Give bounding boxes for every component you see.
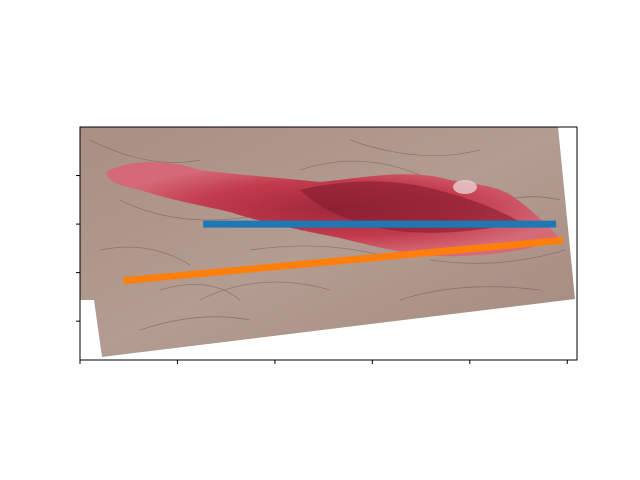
y-ticks <box>76 175 80 322</box>
axes-frame <box>79 126 578 361</box>
wound-highlight <box>453 180 477 194</box>
series-layer <box>122 220 564 285</box>
wound-photo <box>80 127 575 357</box>
series-line-orange <box>122 236 564 285</box>
wound-dark-core <box>300 181 520 233</box>
x-ticks <box>79 360 568 364</box>
